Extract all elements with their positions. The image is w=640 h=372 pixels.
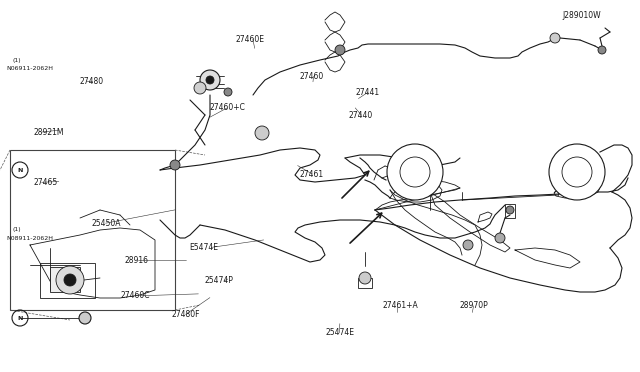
Text: 28916: 28916 bbox=[125, 256, 149, 265]
Text: 27480: 27480 bbox=[80, 77, 104, 86]
Circle shape bbox=[598, 46, 606, 54]
Bar bbox=[358, 278, 372, 288]
Text: 28970P: 28970P bbox=[460, 301, 488, 310]
Bar bbox=[50, 267, 80, 292]
Circle shape bbox=[194, 82, 206, 94]
Bar bbox=[40, 263, 95, 298]
Circle shape bbox=[206, 76, 214, 84]
Circle shape bbox=[200, 70, 220, 90]
Text: E5474E: E5474E bbox=[189, 243, 218, 252]
Circle shape bbox=[359, 272, 371, 284]
Text: N: N bbox=[17, 167, 22, 173]
Circle shape bbox=[255, 126, 269, 140]
Text: 27460C: 27460C bbox=[120, 291, 150, 300]
Text: (1): (1) bbox=[13, 58, 21, 63]
Circle shape bbox=[463, 240, 473, 250]
Circle shape bbox=[79, 312, 91, 324]
Circle shape bbox=[506, 206, 514, 214]
Text: N06911-2062H: N06911-2062H bbox=[6, 66, 53, 71]
Text: 27461+A: 27461+A bbox=[383, 301, 419, 310]
Circle shape bbox=[549, 144, 605, 200]
Text: 25450A: 25450A bbox=[92, 219, 121, 228]
Text: 27440: 27440 bbox=[349, 111, 373, 120]
Text: N08911-2062H: N08911-2062H bbox=[6, 235, 53, 241]
Text: 25474P: 25474P bbox=[205, 276, 234, 285]
Text: (1): (1) bbox=[13, 227, 21, 232]
Text: 27460E: 27460E bbox=[236, 35, 264, 44]
Text: 28921M: 28921M bbox=[33, 128, 64, 137]
Bar bbox=[10, 150, 175, 310]
Circle shape bbox=[170, 160, 180, 170]
Circle shape bbox=[495, 233, 505, 243]
Text: 25474E: 25474E bbox=[325, 328, 354, 337]
Text: N: N bbox=[17, 315, 22, 321]
Circle shape bbox=[224, 88, 232, 96]
Circle shape bbox=[335, 45, 345, 55]
Text: 27441: 27441 bbox=[355, 88, 380, 97]
Text: 27480F: 27480F bbox=[172, 310, 200, 319]
Circle shape bbox=[387, 144, 443, 200]
Text: 27460+C: 27460+C bbox=[210, 103, 246, 112]
Circle shape bbox=[64, 274, 76, 286]
Text: 27465: 27465 bbox=[33, 178, 58, 187]
Circle shape bbox=[550, 33, 560, 43]
Text: J289010W: J289010W bbox=[562, 11, 600, 20]
Text: 27461: 27461 bbox=[300, 170, 324, 179]
Bar bbox=[505, 204, 515, 218]
Circle shape bbox=[56, 266, 84, 294]
Text: 27460: 27460 bbox=[300, 72, 324, 81]
